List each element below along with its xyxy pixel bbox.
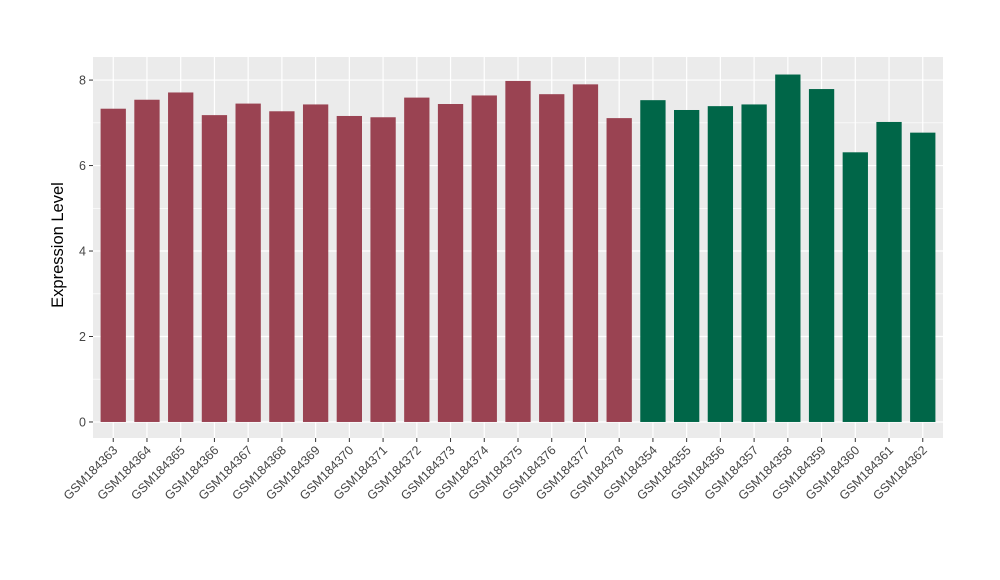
y-axis-title: Expression Level (49, 182, 67, 308)
bar-GSM184363 (100, 108, 126, 422)
y-tick-label: 0 (79, 415, 86, 429)
bar-GSM184354 (640, 100, 666, 422)
bar-GSM184362 (910, 132, 936, 422)
bar-GSM184368 (269, 111, 295, 422)
bar-GSM184370 (336, 115, 362, 422)
bar-GSM184357 (741, 104, 767, 422)
bar-GSM184356 (707, 106, 734, 422)
bar-GSM184369 (302, 104, 329, 422)
bar-GSM184359 (808, 89, 835, 422)
bar-GSM184376 (539, 94, 565, 422)
bar-GSM184375 (505, 80, 531, 422)
bar-GSM184358 (775, 74, 801, 422)
bar-GSM184372 (404, 97, 430, 422)
bar-GSM184378 (606, 118, 632, 422)
y-tick-label: 2 (79, 330, 86, 344)
bar-GSM184371 (370, 117, 396, 422)
bar-GSM184373 (437, 104, 464, 422)
bar-GSM184360 (842, 152, 868, 422)
bar-GSM184366 (201, 115, 228, 422)
bar-GSM184361 (876, 121, 902, 422)
bar-GSM184355 (674, 109, 700, 422)
bar-GSM184377 (572, 84, 599, 422)
y-tick-label: 6 (79, 159, 86, 173)
bar-GSM184374 (471, 95, 497, 422)
y-tick-label: 4 (79, 244, 86, 258)
y-tick-label: 8 (79, 73, 86, 87)
bar-GSM184365 (168, 92, 194, 422)
bar-GSM184367 (235, 103, 261, 422)
bar-GSM184364 (134, 99, 160, 422)
